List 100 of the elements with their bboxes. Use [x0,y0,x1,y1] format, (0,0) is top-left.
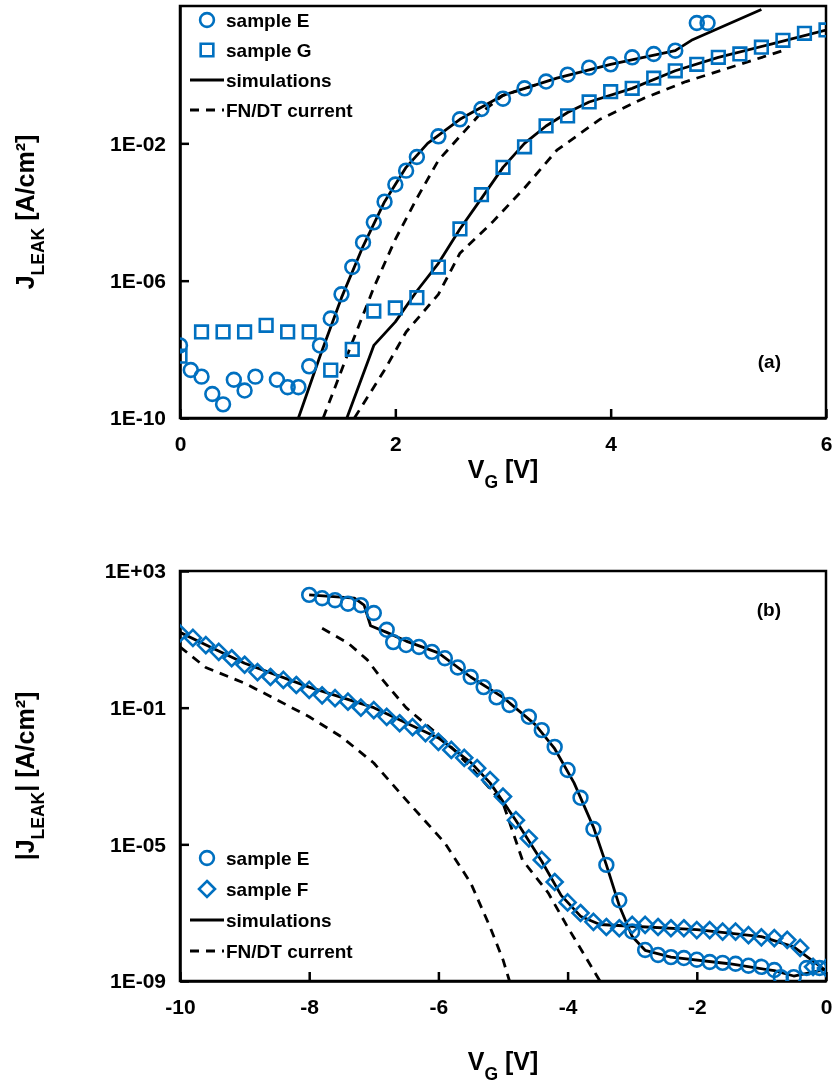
x-tick-label: 0 [820,994,833,1018]
legend-label: FN/DT current [226,99,354,121]
point [538,118,554,134]
point [689,56,705,72]
point [323,362,339,378]
point [274,670,293,690]
point [790,938,810,958]
point [397,162,415,179]
x-tick-label: 2 [389,431,402,455]
point [494,90,512,107]
x-tick-label: -2 [687,994,707,1018]
point [559,761,576,779]
point [467,758,487,778]
point [268,371,286,388]
point [662,948,680,966]
legend-label: simulations [226,69,332,91]
point [410,638,428,656]
point [700,920,720,940]
point [777,930,797,950]
point [247,368,264,385]
point [408,148,426,166]
x-tick-label: 4 [605,431,618,455]
point [204,385,221,403]
point [397,636,415,654]
point [236,324,253,340]
point [338,692,358,711]
legend-label: simulations [226,909,332,931]
point [290,378,307,396]
point [430,259,447,275]
point [279,378,296,396]
point [436,650,454,667]
point [545,872,564,892]
point [753,39,770,55]
point [584,912,603,932]
point [798,959,815,977]
point [796,25,813,41]
x-tick-label: 6 [820,431,833,455]
point [714,954,731,972]
point [648,917,668,937]
point [339,595,357,612]
point [580,59,598,76]
point [701,953,718,971]
point [403,717,422,737]
point [300,358,318,375]
point [667,42,684,59]
x-axis-title: V$_{G}$ [V] [467,455,539,492]
point [416,723,435,743]
point [215,324,231,340]
annotation: (b) [756,599,781,620]
point [378,621,395,639]
point [775,32,791,48]
point [811,959,826,977]
point [675,949,693,967]
point [235,655,254,675]
point [635,915,655,935]
point [376,193,393,210]
legend-label: FN/DT current [226,940,354,962]
point [646,70,662,86]
legend-label: sample G [226,39,312,61]
point [713,922,732,941]
point [598,856,615,874]
point [333,286,350,303]
point [546,738,563,756]
point [299,680,319,700]
point [209,642,229,662]
point [351,698,371,717]
point [390,713,409,733]
point [451,111,469,128]
point [645,45,662,63]
point [558,893,577,912]
point [532,850,552,870]
point [473,187,490,203]
y-tick-label: 1E-05 [109,832,167,856]
x-tick-label: -6 [429,994,449,1018]
point [603,84,619,100]
point [506,810,526,830]
point [480,770,500,790]
point [313,590,331,607]
point [183,628,203,648]
y-tick-label: 1E-01 [109,695,167,719]
y-tick-label: 1E-06 [109,268,166,292]
point [248,662,267,682]
point [182,361,199,379]
point [674,918,694,938]
point [488,689,505,706]
point [300,586,318,604]
point [740,957,757,974]
point [609,918,629,938]
legend-label: sample E [226,9,310,31]
x-axis-title: V$_{G}$ [V] [467,1047,539,1084]
point [699,14,716,32]
point [311,337,329,354]
point [622,915,642,935]
point [222,648,241,668]
point [571,903,590,923]
point [559,66,576,83]
point [516,80,533,97]
point [726,922,745,941]
point [667,63,683,79]
point [377,707,397,727]
